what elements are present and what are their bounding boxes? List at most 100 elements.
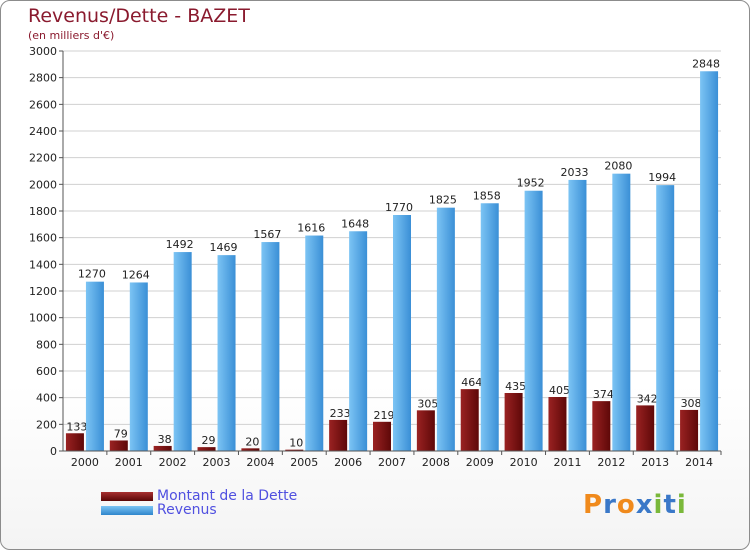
bar-dette-2002 xyxy=(153,445,172,451)
bar-revenus-2003 xyxy=(217,255,236,451)
y-tick-label: 2800 xyxy=(29,72,57,85)
data-label-dette-2005: 10 xyxy=(289,437,303,450)
logo-letter: i xyxy=(676,490,687,520)
y-tick-label: 200 xyxy=(36,418,57,431)
x-tick-label: 2006 xyxy=(334,456,362,469)
data-label-dette-2004: 20 xyxy=(245,435,259,448)
y-tick-label: 800 xyxy=(36,338,57,351)
y-tick-label: 2000 xyxy=(29,178,57,191)
y-tick-label: 2400 xyxy=(29,125,57,138)
y-tick-label: 2600 xyxy=(29,98,57,111)
bar-dette-2001 xyxy=(109,440,128,451)
bar-revenus-2005 xyxy=(305,235,324,451)
y-tick-label: 1600 xyxy=(29,232,57,245)
data-label-revenus-2006: 1648 xyxy=(341,217,369,230)
bars: 133 1270 79 1264 38 1492 29 1469 20 1567 10 1616 233… xyxy=(65,57,720,452)
x-tick-label: 2003 xyxy=(203,456,231,469)
bar-dette-2013 xyxy=(636,405,655,451)
y-tick-label: 0 xyxy=(50,445,57,458)
logo-letter: P xyxy=(583,490,604,520)
grid-lines xyxy=(63,50,721,452)
data-label-revenus-2002: 1492 xyxy=(166,238,194,251)
bar-revenus-2001 xyxy=(129,282,148,451)
data-label-revenus-2007: 1770 xyxy=(385,201,413,214)
y-tick-label: 3000 xyxy=(29,45,57,58)
data-label-dette-2002: 38 xyxy=(158,433,172,446)
data-label-dette-2007: 219 xyxy=(374,409,395,422)
logo-letter: o xyxy=(616,490,636,520)
bar-dette-2010 xyxy=(504,393,523,451)
y-tick-label: 2200 xyxy=(29,152,57,165)
bar-revenus-2009 xyxy=(480,203,499,451)
x-tick-label: 2009 xyxy=(466,456,494,469)
bar-dette-2008 xyxy=(416,410,435,451)
bar-revenus-2002 xyxy=(173,252,192,451)
y-tick-label: 1800 xyxy=(29,205,57,218)
legend-swatch-revenus xyxy=(101,506,153,515)
data-label-dette-2010: 435 xyxy=(505,380,526,393)
data-label-revenus-2003: 1469 xyxy=(210,241,238,254)
x-tick-label: 2011 xyxy=(553,456,581,469)
data-label-dette-2001: 79 xyxy=(114,427,128,440)
data-label-dette-2006: 233 xyxy=(330,407,351,420)
y-tick-label: 1200 xyxy=(29,285,57,298)
data-label-revenus-2013: 1994 xyxy=(648,171,676,184)
bar-dette-2000 xyxy=(65,433,84,451)
y-tick-label: 400 xyxy=(36,392,57,405)
x-tick-label: 2008 xyxy=(422,456,450,469)
data-label-revenus-2011: 2033 xyxy=(560,166,588,179)
data-label-revenus-2010: 1952 xyxy=(517,177,545,190)
x-tick-label: 2001 xyxy=(115,456,143,469)
data-label-dette-2012: 374 xyxy=(593,388,614,401)
data-label-dette-2009: 464 xyxy=(461,376,482,389)
x-tick-label: 2005 xyxy=(290,456,318,469)
data-label-dette-2013: 342 xyxy=(637,392,658,405)
data-label-dette-2008: 305 xyxy=(417,397,438,410)
x-tick-label: 2012 xyxy=(597,456,625,469)
bar-dette-2014 xyxy=(680,409,699,451)
bar-dette-2005 xyxy=(285,449,304,451)
bar-revenus-2012 xyxy=(612,173,631,451)
bar-dette-2006 xyxy=(329,419,348,451)
bar-dette-2009 xyxy=(460,389,479,451)
data-label-dette-2000: 133 xyxy=(66,420,87,433)
x-tick-label: 2013 xyxy=(641,456,669,469)
x-tick-label: 2007 xyxy=(378,456,406,469)
y-tick-label: 1400 xyxy=(29,258,57,271)
bar-revenus-2000 xyxy=(85,281,104,451)
proxiti-logo: Proxiti xyxy=(583,490,687,520)
legend-swatch-dette xyxy=(101,492,153,501)
logo-letter: x xyxy=(635,490,654,520)
bar-dette-2004 xyxy=(241,448,260,451)
bar-dette-2007 xyxy=(373,421,391,451)
data-label-revenus-2001: 1264 xyxy=(122,268,150,281)
data-label-dette-2003: 29 xyxy=(202,434,216,447)
logo-letter: r xyxy=(603,490,617,520)
bar-revenus-2008 xyxy=(436,207,455,451)
x-tick-label: 2002 xyxy=(159,456,187,469)
chart-subtitle: (en milliers d'€) xyxy=(28,29,115,42)
bar-revenus-2007 xyxy=(393,215,411,451)
legend-label-revenus: Revenus xyxy=(157,502,217,518)
x-tick-label: 2010 xyxy=(510,456,538,469)
bar-revenus-2014 xyxy=(700,71,719,452)
x-tick-label: 2004 xyxy=(246,456,274,469)
bar-dette-2003 xyxy=(197,447,216,451)
y-axis: 0 200 400 600 800 1000 1200 1400 1600 1800 2000 220… xyxy=(29,45,64,458)
logo-letter: i xyxy=(653,490,664,520)
chart-title: Revenus/Dette - BAZET xyxy=(28,5,250,27)
x-tick-label: 2000 xyxy=(71,456,99,469)
data-label-revenus-2000: 1270 xyxy=(78,268,106,281)
bar-revenus-2004 xyxy=(261,242,280,451)
data-label-revenus-2009: 1858 xyxy=(473,189,501,202)
legend-label-dette: Montant de la Dette xyxy=(157,488,298,504)
y-tick-label: 1000 xyxy=(29,312,57,325)
y-tick-label: 600 xyxy=(36,365,57,378)
data-label-revenus-2008: 1825 xyxy=(429,194,457,207)
bar-dette-2012 xyxy=(592,401,611,451)
bar-revenus-2006 xyxy=(349,231,368,451)
data-label-dette-2014: 308 xyxy=(681,397,702,410)
data-label-revenus-2014: 2848 xyxy=(692,57,720,70)
